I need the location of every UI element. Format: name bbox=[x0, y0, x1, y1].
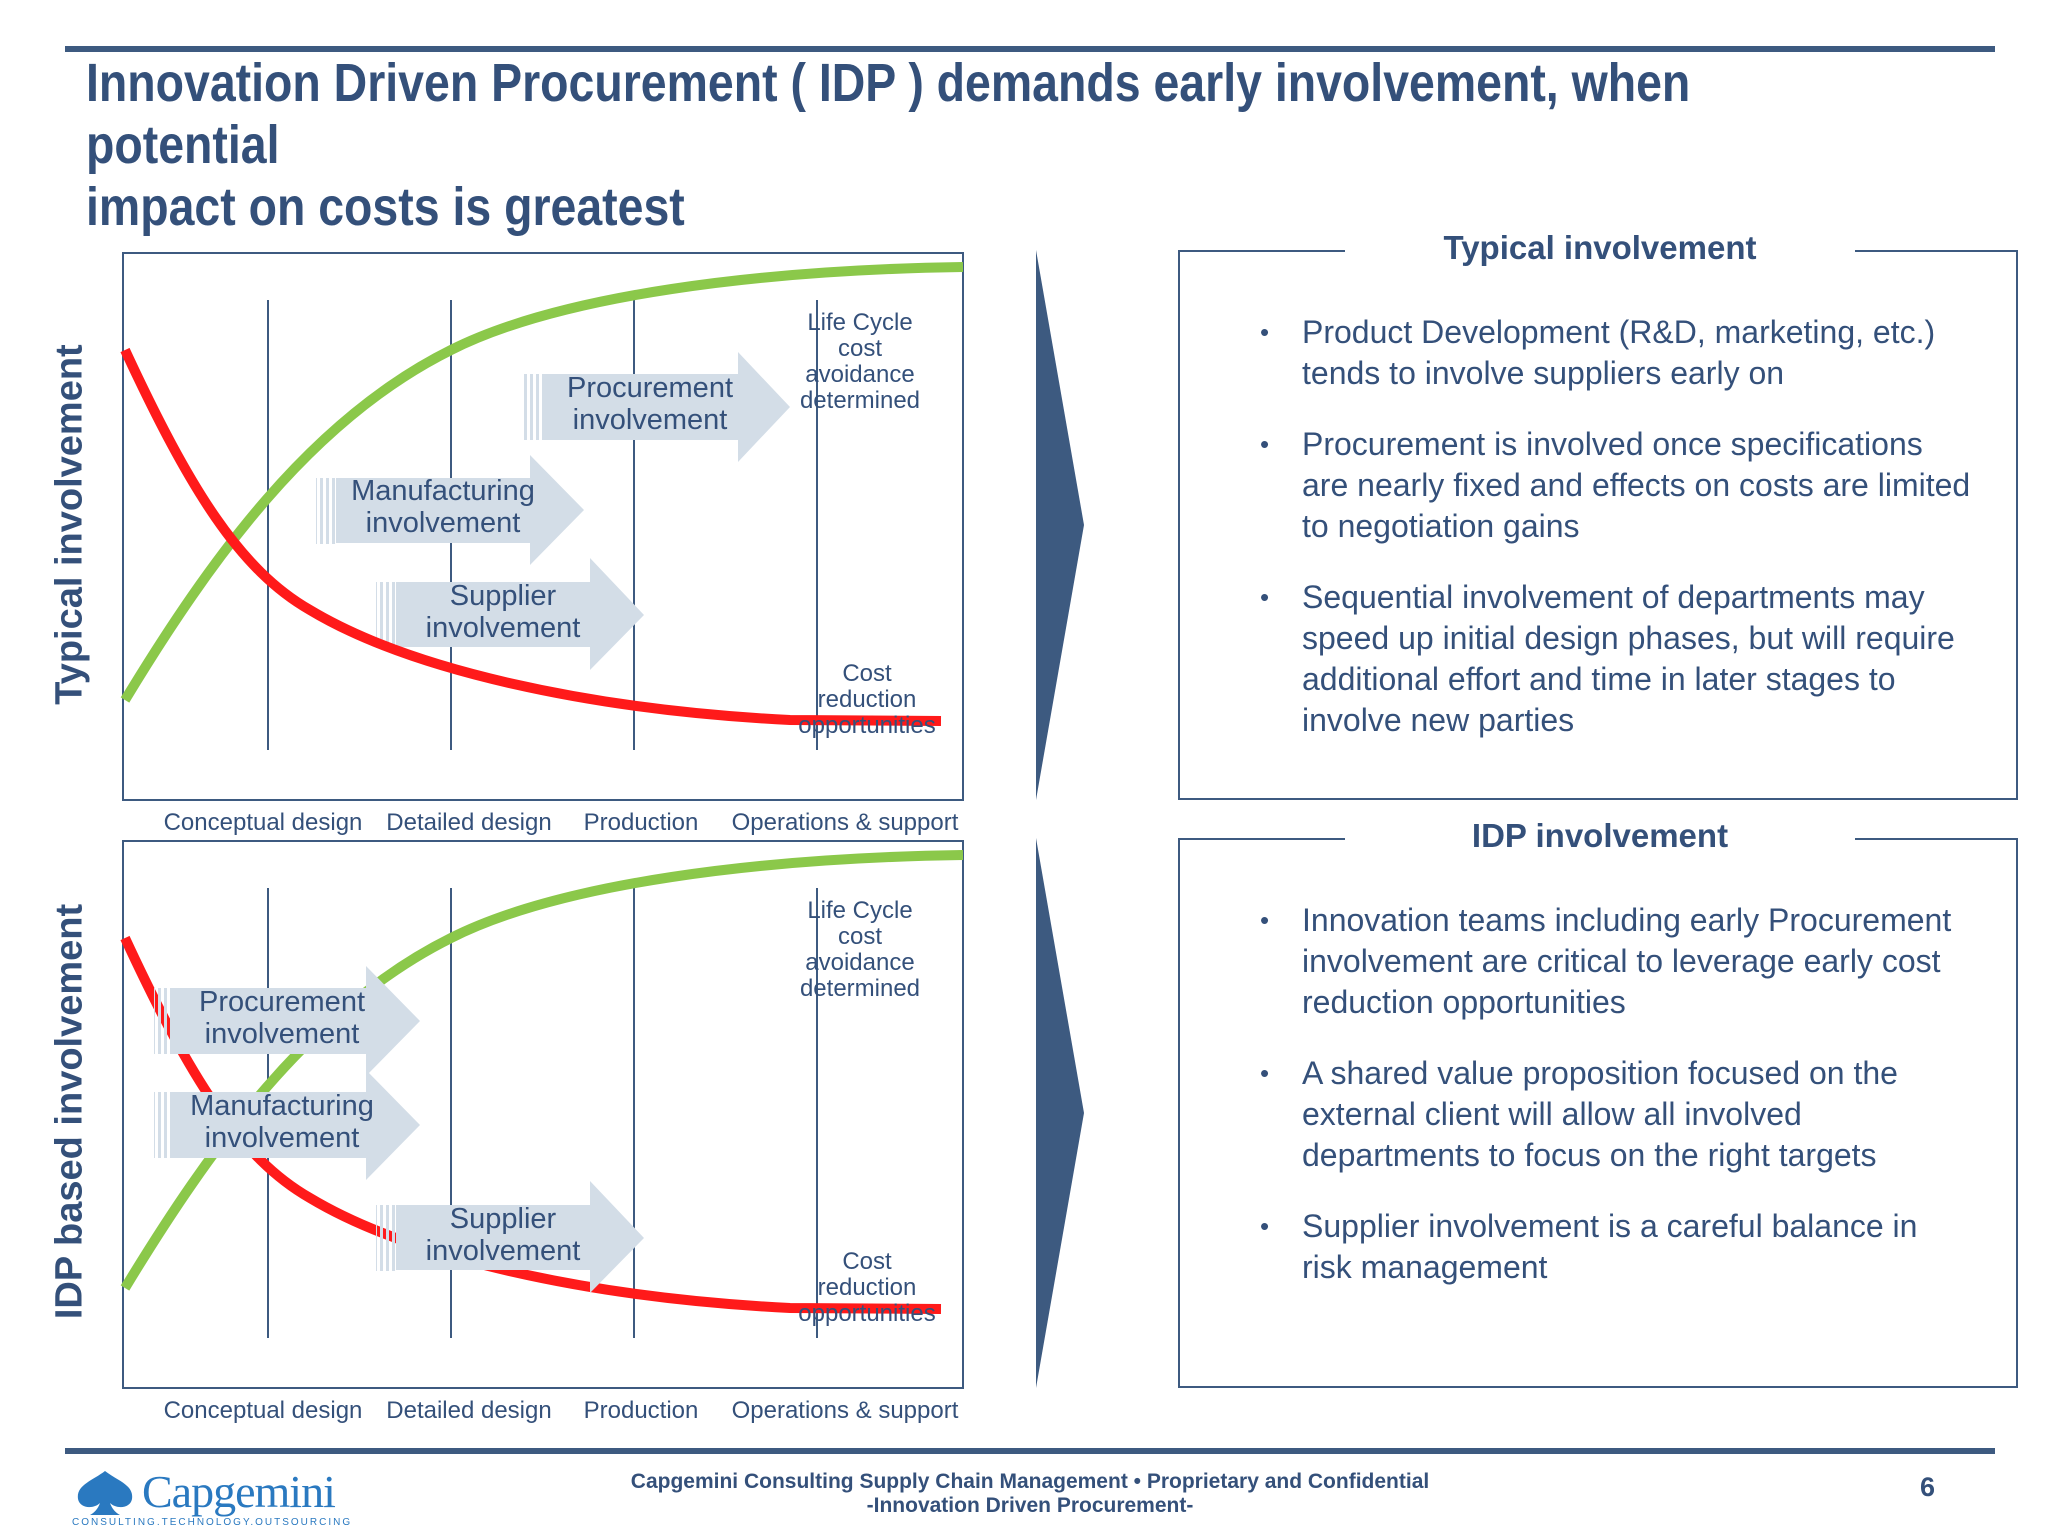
svg-text:reduction: reduction bbox=[818, 686, 917, 713]
footer-line2: -Innovation Driven Procurement- bbox=[866, 1494, 1194, 1517]
arrow-label-line2: involvement bbox=[426, 1235, 581, 1267]
arrow-label-line2: involvement bbox=[205, 1018, 360, 1050]
logo-wordmark: Capgemini bbox=[142, 1466, 336, 1517]
cost-reduction-note: Cost reduction opportunities bbox=[798, 1248, 935, 1327]
svg-text:cost: cost bbox=[838, 335, 882, 362]
panel-title: IDP involvement bbox=[1345, 814, 1855, 858]
side-label-idp: IDP based involvement bbox=[48, 903, 91, 1320]
idp-involvement-panel: IDP involvement • Innovation teams includ… bbox=[1178, 814, 2018, 1388]
chevron-right-icon bbox=[1036, 250, 1084, 800]
page-title: Innovation Driven Procurement ( IDP ) de… bbox=[86, 53, 1691, 237]
cost-reduction-curve bbox=[120, 935, 942, 1314]
side-label-typical: Typical involvement bbox=[48, 344, 91, 705]
idp-involvement-diagram: Procurement involvement Manufacturing in… bbox=[110, 828, 990, 1424]
manufacturing-involvement-arrow: Manufacturing involvement bbox=[316, 455, 584, 565]
lifecycle-note: Life Cycle cost avoidance determined bbox=[800, 897, 920, 1002]
stage-label-production: Production bbox=[584, 809, 699, 836]
svg-text:cost: cost bbox=[838, 923, 882, 950]
bullet-list: • Innovation teams including early Procur… bbox=[1180, 900, 2016, 1318]
chart-frame bbox=[122, 252, 964, 801]
svg-text:opportunities: opportunities bbox=[798, 712, 935, 739]
arrow-label-line1: Procurement bbox=[567, 372, 733, 404]
svg-text:determined: determined bbox=[800, 975, 920, 1002]
footer-text: Capgemini Consulting Supply Chain Manage… bbox=[480, 1470, 1580, 1518]
manufacturing-involvement-arrow: Manufacturing involvement bbox=[154, 1070, 420, 1180]
cost-reduction-note: Cost reduction opportunities bbox=[798, 660, 935, 739]
list-item: • Procurement is involved once specificat… bbox=[1260, 426, 1971, 544]
stage-label-conceptual: Conceptual design bbox=[164, 809, 363, 836]
chart-frame bbox=[122, 840, 964, 1389]
arrow-label-line2: involvement bbox=[205, 1122, 360, 1154]
stage-label-detailed: Detailed design bbox=[386, 1397, 551, 1424]
list-item: • Product Development (R&D, marketing, et… bbox=[1260, 314, 1936, 391]
list-item: • A shared value proposition focused on t… bbox=[1260, 1055, 1898, 1173]
page-number: 6 bbox=[1920, 1472, 1936, 1502]
capgemini-logo: Capgemini CONSULTING.TECHNOLOGY.OUTSOURC… bbox=[70, 1465, 350, 1531]
arrow-label-line1: Manufacturing bbox=[351, 475, 535, 507]
svg-text:Life Cycle: Life Cycle bbox=[807, 897, 912, 924]
footer-line1: Capgemini Consulting Supply Chain Manage… bbox=[630, 1470, 1430, 1493]
arrow-label-line1: Supplier bbox=[450, 1203, 557, 1235]
arrow-label-line1: Manufacturing bbox=[190, 1090, 374, 1122]
arrow-label-line2: involvement bbox=[426, 612, 581, 644]
svg-text:opportunities: opportunities bbox=[798, 1300, 935, 1327]
typical-involvement-panel: Typical involvement • Product Development… bbox=[1178, 226, 2018, 800]
supplier-involvement-arrow: Supplier involvement bbox=[376, 558, 644, 670]
procurement-involvement-arrow: Procurement involvement bbox=[154, 966, 420, 1076]
svg-text:avoidance: avoidance bbox=[805, 949, 914, 976]
stage-label-operations: Operations & support bbox=[732, 809, 959, 836]
svg-text:Life Cycle: Life Cycle bbox=[807, 309, 912, 336]
stage-label-operations: Operations & support bbox=[732, 1397, 959, 1424]
procurement-involvement-arrow: Procurement involvement bbox=[523, 352, 790, 462]
top-rule bbox=[65, 46, 1995, 52]
supplier-involvement-arrow: Supplier involvement bbox=[376, 1181, 644, 1293]
stage-label-detailed: Detailed design bbox=[386, 809, 551, 836]
svg-text:determined: determined bbox=[800, 387, 920, 414]
bullet-list: • Product Development (R&D, marketing, et… bbox=[1180, 312, 2016, 771]
stage-label-conceptual: Conceptual design bbox=[164, 1397, 363, 1424]
svg-text:Cost: Cost bbox=[842, 1248, 892, 1275]
svg-text:reduction: reduction bbox=[818, 1274, 917, 1301]
svg-text:Cost: Cost bbox=[842, 660, 892, 687]
cost-reduction-curve bbox=[120, 347, 942, 726]
arrow-label-line2: involvement bbox=[366, 507, 521, 539]
typical-involvement-diagram: Procurement involvement Manufacturing in… bbox=[110, 240, 990, 836]
bottom-rule bbox=[65, 1448, 1995, 1454]
list-item: • Sequential involvement of departments m… bbox=[1260, 579, 1955, 738]
list-item: • Innovation teams including early Procur… bbox=[1260, 902, 1952, 1020]
panel-title: Typical involvement bbox=[1345, 226, 1855, 270]
lifecycle-note: Life Cycle cost avoidance determined bbox=[800, 309, 920, 414]
list-item: • Supplier involvement is a careful balan… bbox=[1260, 1208, 1918, 1285]
arrow-label-line1: Procurement bbox=[199, 986, 365, 1018]
stage-label-production: Production bbox=[584, 1397, 699, 1424]
spade-icon bbox=[77, 1471, 133, 1515]
arrow-label-line1: Supplier bbox=[450, 580, 557, 612]
svg-text:avoidance: avoidance bbox=[805, 361, 914, 388]
lifecycle-cost-curve bbox=[120, 262, 964, 703]
chevron-right-icon bbox=[1036, 838, 1084, 1388]
arrow-label-line2: involvement bbox=[573, 404, 728, 436]
logo-tagline: CONSULTING.TECHNOLOGY.OUTSOURCING bbox=[72, 1517, 353, 1528]
